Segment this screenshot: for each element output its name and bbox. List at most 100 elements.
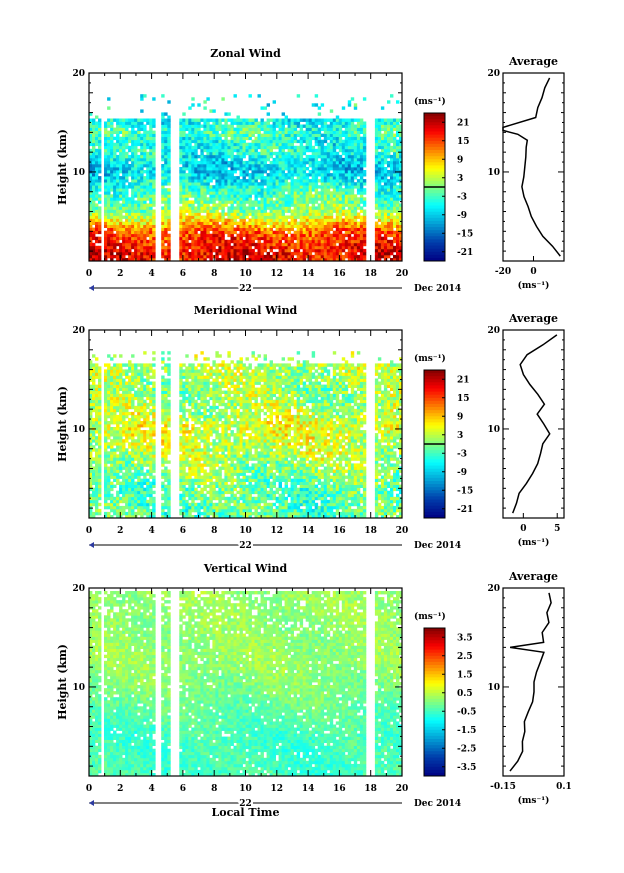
heatmap-cell [116,133,120,137]
heatmap-cell [335,245,340,250]
heatmap-cell [203,167,207,171]
heatmap-cell [239,239,243,244]
heatmap-cell [347,254,352,259]
heatmap-cell [167,188,171,192]
heatmap-cell [131,254,135,259]
heatmap-cell [254,254,258,259]
heatmap-cell [323,233,328,238]
heatmap-cell [326,230,331,235]
heatmap-cell [245,182,249,186]
heatmap-cell [107,173,111,177]
heatmap-cell [182,151,186,156]
heatmap-cell [191,203,195,207]
heatmap-cell [281,242,285,247]
heatmap-cell [104,233,108,238]
heatmap-cell [281,157,285,162]
heatmap-cell [149,233,153,238]
heatmap-cell [164,148,168,153]
heatmap-cell [116,176,120,180]
heatmap-cell [104,472,108,476]
heatmap-cell [335,142,340,147]
heatmap-cell [344,124,349,128]
heatmap-cell [393,176,397,180]
heatmap-cell [341,164,346,168]
heatmap-cell [113,402,117,407]
heatmap-cell [305,154,310,159]
heatmap-cell [278,170,282,174]
heatmap-cell [347,212,352,216]
heatmap-cell [110,396,114,401]
heatmap-cell [185,139,189,144]
heatmap-cell [396,154,400,159]
heatmap-cell [161,242,165,247]
heatmap-cell [311,224,316,228]
heatmap-cell [305,209,310,213]
heatmap-cell [116,433,120,437]
heatmap-cell [128,221,132,225]
heatmap-cell [257,188,261,192]
heatmap-cell [293,136,298,141]
heatmap-cell [119,369,123,373]
heatmap-cell [206,136,210,141]
heatmap-cell [206,176,210,180]
heatmap-cell [185,145,189,150]
heatmap-cell [387,200,391,204]
heatmap-cell [353,130,358,134]
heatmap-cell [317,145,322,150]
heatmap-cell [164,239,168,244]
heatmap-cell [293,203,298,207]
heatmap-cell [362,157,367,162]
heatmap-cell [248,194,252,198]
heatmap-cell [320,209,325,213]
heatmap-cell [209,197,213,201]
heatmap-cell [396,173,400,177]
heatmap-cell [116,454,120,458]
heatmap-cell [317,230,322,235]
heatmap-cell [341,133,346,137]
heatmap-cell [323,236,328,241]
heatmap-cell [290,151,294,156]
heatmap-cell [89,221,93,225]
heatmap-cell [335,118,340,122]
heatmap-cell [98,387,102,391]
heatmap-cell [110,239,114,244]
heatmap-cell [152,200,156,204]
heatmap-cell [98,230,102,235]
heatmap-cell [125,390,129,394]
heatmap-cell [233,160,237,165]
heatmap-cell [179,209,183,213]
heatmap-cell [251,258,255,262]
heatmap-cell [179,139,183,144]
heatmap-cell [140,97,144,101]
heatmap-cell [281,230,285,235]
heatmap-cell [387,148,391,153]
heatmap-cell [314,136,319,141]
heatmap-cell [227,212,231,216]
heatmap-cell [98,151,102,156]
heatmap-cell [149,173,153,177]
heatmap-cell [393,245,397,250]
heatmap-cell [119,421,123,425]
heatmap-cell [104,245,108,250]
heatmap-cell [305,215,310,219]
heatmap-cell [393,182,397,186]
heatmap-cell [317,191,322,195]
heatmap-cell [248,258,252,262]
heatmap-cell [167,139,171,144]
heatmap-cell [167,248,171,253]
heatmap-cell [194,182,198,186]
heatmap-cell [107,245,111,250]
heatmap-cell [89,487,93,492]
heatmap-cell [122,200,126,204]
heatmap-cell [161,218,165,222]
heatmap-cell [194,194,198,198]
heatmap-cell [119,405,123,410]
heatmap-cell [89,245,93,250]
heatmap-cell [98,402,102,407]
heatmap-cell [314,224,319,228]
heatmap-cell [314,173,319,177]
heatmap-cell [116,121,120,125]
heatmap-cell [152,248,156,253]
heatmap-cell [341,167,346,171]
heatmap-cell [116,218,120,222]
